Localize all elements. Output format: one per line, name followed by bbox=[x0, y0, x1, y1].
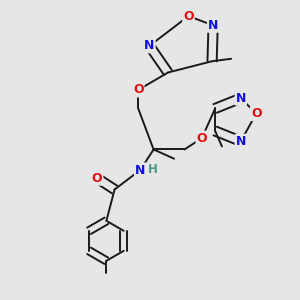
Text: N: N bbox=[135, 164, 146, 176]
Text: O: O bbox=[92, 172, 103, 185]
Text: N: N bbox=[144, 39, 155, 52]
Text: O: O bbox=[196, 132, 207, 145]
Text: H: H bbox=[148, 163, 158, 176]
Text: O: O bbox=[251, 107, 262, 120]
Text: N: N bbox=[208, 19, 218, 32]
Text: N: N bbox=[236, 92, 246, 105]
Text: N: N bbox=[236, 135, 246, 148]
Text: O: O bbox=[133, 83, 143, 97]
Text: O: O bbox=[183, 10, 194, 22]
